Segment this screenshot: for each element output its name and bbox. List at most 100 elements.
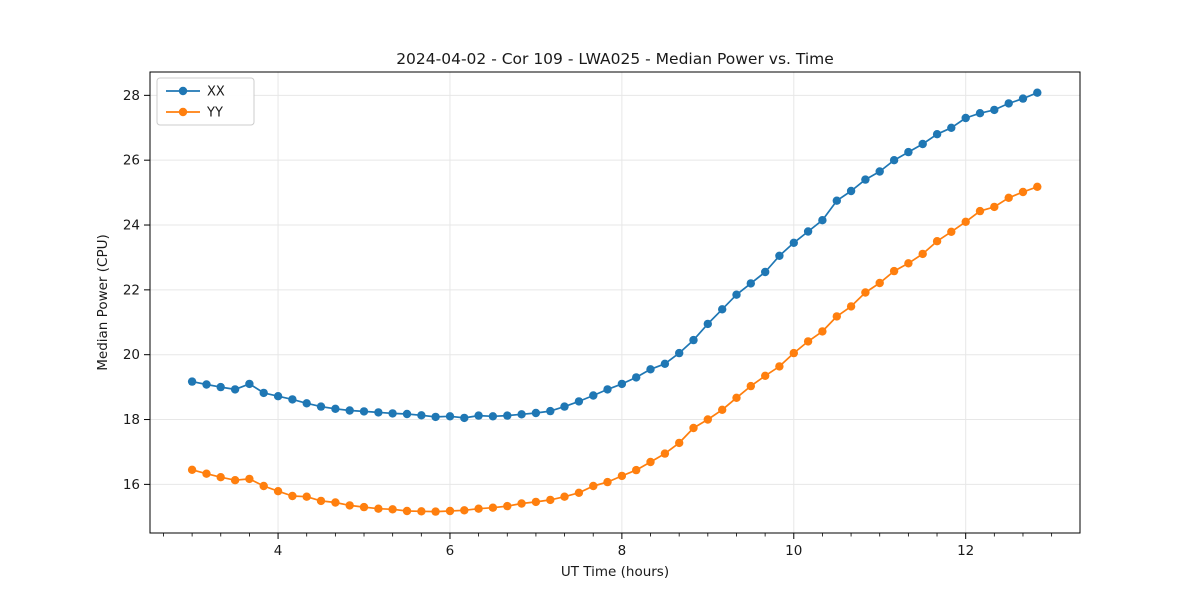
- x-axis-label: UT Time (hours): [561, 564, 669, 580]
- plot-border: [149, 71, 1081, 534]
- chart-title: 2024-04-02 - Cor 109 - LWA025 - Median P…: [396, 50, 834, 68]
- data-point-XX: [861, 175, 870, 184]
- data-point-XX: [889, 156, 899, 165]
- data-point-XX: [675, 348, 684, 358]
- data-point-XX: [431, 412, 440, 422]
- data-point-YY: [1004, 193, 1013, 202]
- data-point-YY: [202, 469, 211, 478]
- legend-marker-XX: [178, 86, 188, 96]
- data-point-XX: [703, 319, 712, 329]
- data-point-XX: [732, 290, 741, 299]
- data-point-XX: [374, 408, 383, 417]
- data-point-XX: [402, 409, 412, 419]
- data-point-XX: [632, 373, 641, 382]
- series-line-XX: [191, 91, 1038, 419]
- data-point-XX: [990, 105, 999, 115]
- y-tick-label: 22: [123, 282, 140, 298]
- grid-lines: [150, 72, 1080, 533]
- data-point-YY: [889, 266, 899, 276]
- data-point-XX: [388, 409, 397, 418]
- data-series-layer: [187, 88, 1042, 516]
- data-point-XX: [789, 238, 798, 247]
- data-point-YY: [689, 423, 698, 433]
- data-point-XX: [1004, 99, 1013, 108]
- data-point-YY: [803, 337, 813, 346]
- data-point-YY: [703, 415, 712, 424]
- y-tick-label: 16: [123, 477, 140, 493]
- data-point-YY: [947, 227, 956, 236]
- data-point-YY: [918, 249, 927, 259]
- tick-marks-and-labels: 4 6 8 10 12 16 18 20 22 24 26 28: [123, 88, 1053, 559]
- data-point-XX: [846, 186, 856, 196]
- y-axis-label: Median Power (CPU): [95, 234, 111, 370]
- data-point-XX: [746, 279, 755, 288]
- data-point-YY: [1018, 187, 1028, 197]
- series-line-YY: [191, 186, 1038, 513]
- data-point-XX: [316, 402, 326, 411]
- data-point-YY: [374, 504, 383, 513]
- data-point-XX: [503, 411, 512, 420]
- data-point-YY: [761, 371, 770, 380]
- data-point-YY: [259, 481, 268, 491]
- data-point-YY: [832, 312, 841, 321]
- x-tick-label: 6: [446, 543, 455, 559]
- data-point-YY: [818, 327, 827, 336]
- data-point-XX: [718, 305, 727, 314]
- data-point-YY: [1033, 182, 1042, 191]
- y-tick-label: 18: [123, 412, 140, 428]
- data-point-XX: [918, 139, 927, 149]
- data-point-XX: [1033, 88, 1042, 97]
- x-tick-label: 10: [785, 543, 802, 559]
- legend-marker-YY: [178, 107, 188, 117]
- data-point-YY: [531, 497, 541, 507]
- data-point-XX: [761, 267, 770, 277]
- legend-box: [156, 77, 255, 126]
- data-point-YY: [975, 206, 985, 216]
- data-point-XX: [875, 167, 884, 176]
- data-point-XX: [331, 404, 340, 413]
- data-point-XX: [904, 147, 913, 157]
- data-point-XX: [202, 380, 211, 389]
- data-point-YY: [488, 503, 498, 512]
- data-point-YY: [474, 504, 483, 513]
- data-point-YY: [875, 278, 884, 288]
- data-point-YY: [904, 259, 913, 268]
- data-point-YY: [216, 473, 225, 482]
- data-point-XX: [560, 402, 569, 411]
- data-point-YY: [345, 501, 354, 510]
- data-point-YY: [646, 457, 655, 467]
- data-point-XX: [546, 406, 555, 416]
- legend-label-XX: XX: [207, 85, 225, 100]
- data-point-XX: [689, 335, 698, 345]
- data-point-XX: [932, 130, 942, 139]
- data-point-XX: [288, 395, 297, 404]
- data-point-XX: [617, 379, 627, 389]
- y-tick-label: 20: [123, 347, 140, 363]
- data-point-XX: [531, 408, 541, 418]
- data-point-XX: [589, 391, 598, 400]
- data-point-YY: [445, 506, 455, 516]
- data-point-XX: [488, 412, 498, 421]
- data-point-YY: [617, 471, 627, 481]
- data-point-YY: [359, 502, 369, 512]
- data-point-XX: [273, 392, 283, 401]
- data-point-XX: [975, 109, 985, 118]
- legend-label-YY: YY: [206, 106, 223, 121]
- data-point-YY: [331, 498, 340, 507]
- data-point-YY: [316, 496, 326, 506]
- data-point-YY: [230, 476, 240, 485]
- data-point-YY: [431, 507, 440, 516]
- data-point-XX: [187, 377, 197, 386]
- data-point-XX: [230, 385, 240, 394]
- data-point-YY: [574, 488, 584, 497]
- data-point-XX: [775, 251, 784, 260]
- data-point-YY: [861, 288, 870, 297]
- data-point-YY: [675, 438, 684, 448]
- data-point-YY: [789, 348, 798, 358]
- data-point-YY: [302, 492, 311, 501]
- data-point-XX: [474, 411, 483, 420]
- data-point-YY: [660, 449, 670, 458]
- x-tick-label: 12: [957, 543, 974, 559]
- data-point-YY: [718, 405, 727, 414]
